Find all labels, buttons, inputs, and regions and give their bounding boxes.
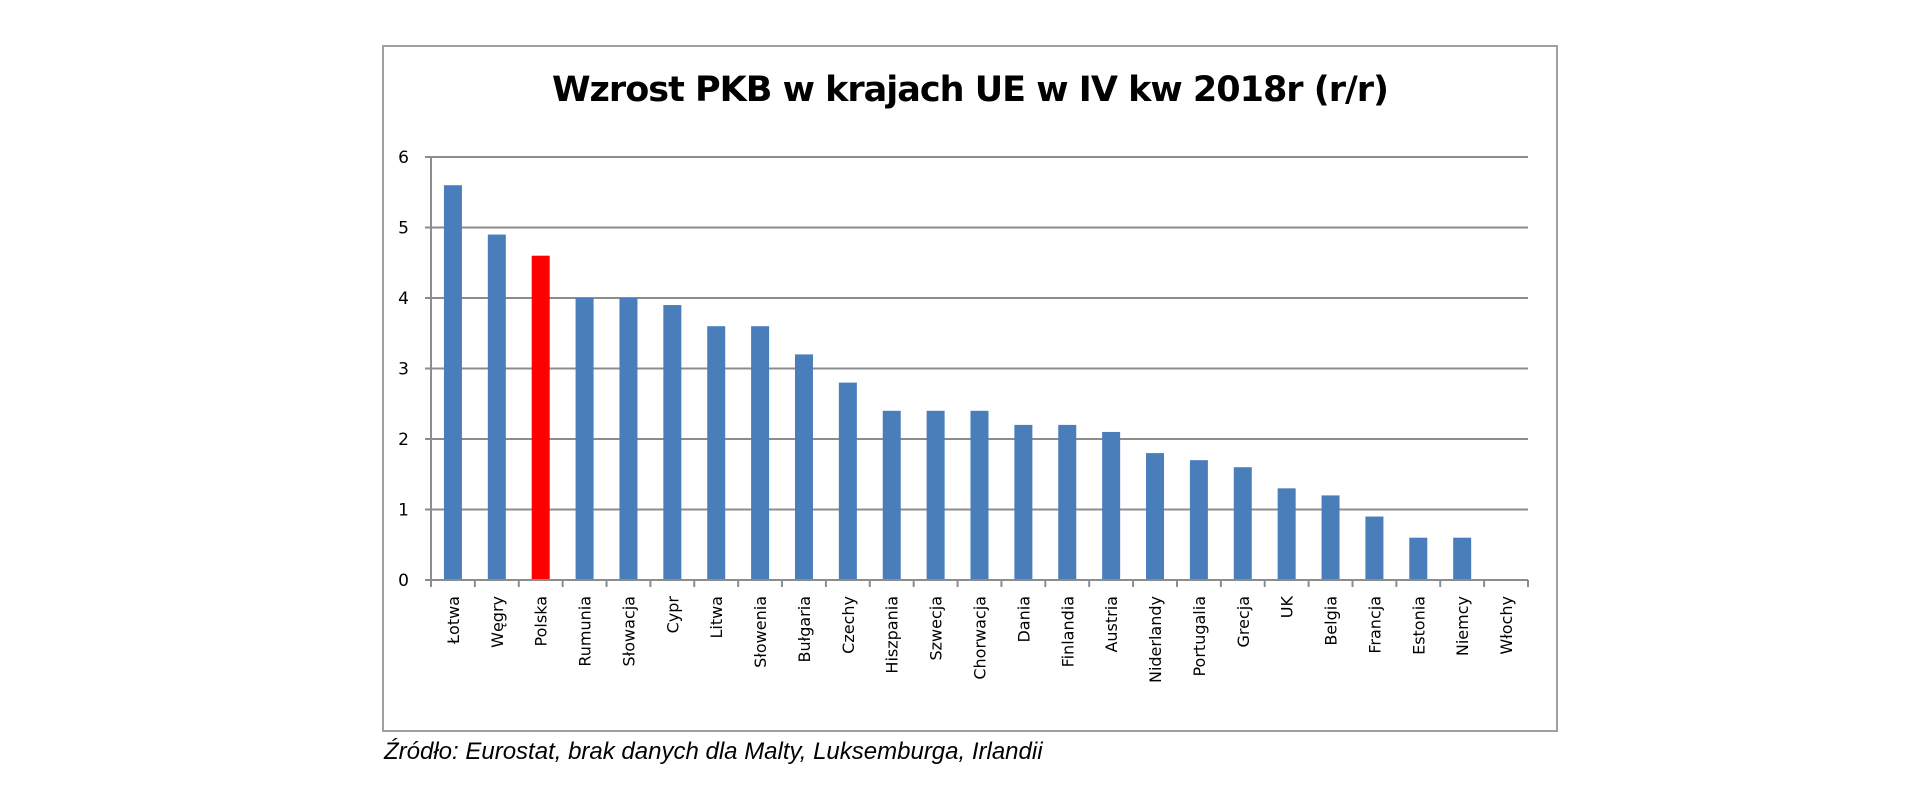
x-category-label: Włochy bbox=[1497, 596, 1516, 655]
bar-belgia bbox=[1321, 495, 1340, 580]
bar-szwecja bbox=[926, 410, 945, 580]
bar-rumunia bbox=[575, 298, 594, 580]
x-category-label: Hiszpania bbox=[883, 596, 902, 674]
x-category-label: Belgia bbox=[1322, 596, 1341, 646]
chart-title: Wzrost PKB w krajach UE w IV kw 2018r (r… bbox=[551, 70, 1389, 110]
x-category-label: Szwecja bbox=[927, 596, 946, 661]
x-category-label: Łotwa bbox=[444, 596, 463, 645]
x-category-label: Bułgaria bbox=[795, 596, 814, 662]
x-category-label: Rumunia bbox=[576, 596, 595, 667]
bar-chorwacja bbox=[970, 410, 989, 580]
bar-grecja bbox=[1233, 467, 1252, 580]
y-tick-label: 2 bbox=[398, 430, 409, 450]
x-category-label: Słowenia bbox=[751, 596, 770, 668]
source-note: Źródło: Eurostat, brak danych dla Malty,… bbox=[384, 738, 1043, 765]
x-category-label: Austria bbox=[1102, 596, 1121, 653]
x-category-label: Niderlandy bbox=[1146, 596, 1165, 683]
bar-łotwa bbox=[443, 185, 462, 580]
bar-francja bbox=[1365, 516, 1384, 580]
bar-czechy bbox=[838, 382, 857, 580]
y-tick-label: 6 bbox=[398, 148, 409, 168]
bar-niemcy bbox=[1453, 537, 1472, 580]
x-category-label: Francja bbox=[1365, 596, 1384, 654]
x-category-label: Grecja bbox=[1234, 596, 1253, 648]
bar-dania bbox=[1014, 424, 1033, 580]
x-category-label: Węgry bbox=[488, 596, 507, 648]
bar-niderlandy bbox=[1146, 453, 1165, 580]
x-category-label: Litwa bbox=[707, 596, 726, 639]
x-category-label: Słowacja bbox=[619, 596, 638, 666]
bar-polska bbox=[531, 255, 550, 580]
x-category-label: Dania bbox=[1014, 596, 1033, 643]
bar-węgry bbox=[487, 234, 506, 581]
x-category-label: Czechy bbox=[839, 596, 858, 654]
bar-słowacja bbox=[619, 298, 638, 580]
bar-bułgaria bbox=[794, 354, 813, 580]
y-tick-label: 4 bbox=[398, 289, 409, 309]
bar-estonia bbox=[1409, 537, 1428, 580]
bar-uk bbox=[1277, 488, 1296, 580]
y-tick-label: 0 bbox=[398, 571, 409, 591]
x-category-label: Polska bbox=[532, 596, 551, 646]
bar-słowenia bbox=[751, 326, 770, 580]
bar-hiszpania bbox=[882, 410, 901, 580]
x-category-label: Portugalia bbox=[1190, 596, 1209, 677]
x-category-label: Cypr bbox=[663, 596, 682, 634]
y-tick-label: 1 bbox=[398, 501, 409, 521]
x-category-label: Finlandia bbox=[1058, 596, 1077, 667]
x-category-label: Niemcy bbox=[1453, 596, 1472, 656]
bar-finlandia bbox=[1058, 424, 1077, 580]
x-category-label: Estonia bbox=[1409, 596, 1428, 655]
x-category-label: UK bbox=[1278, 595, 1297, 618]
bar-austria bbox=[1102, 431, 1121, 580]
bar-litwa bbox=[707, 326, 726, 580]
bar-cypr bbox=[663, 305, 682, 580]
y-tick-label: 5 bbox=[398, 219, 409, 239]
y-tick-label: 3 bbox=[398, 360, 409, 380]
bar-portugalia bbox=[1189, 460, 1208, 580]
x-category-label: Chorwacja bbox=[971, 596, 990, 680]
